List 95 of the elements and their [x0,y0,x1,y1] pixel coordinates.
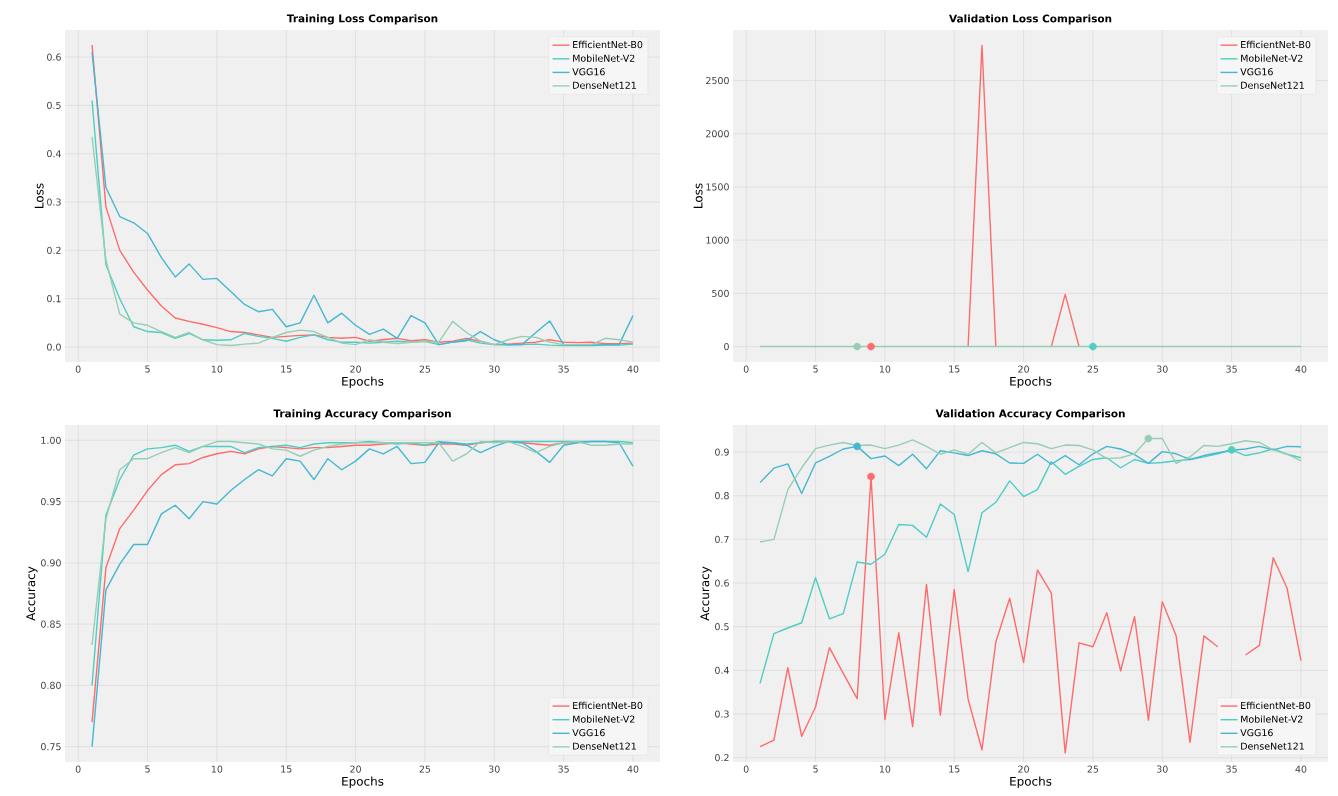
legend-label: VGG16 [1240,729,1273,737]
x-tick-label: 10 [211,365,223,373]
point [867,472,875,481]
y-tick-label: 0.0 [47,343,61,351]
x-axis-title: Epochs [342,776,384,789]
x-tick-label: 25 [1087,765,1099,773]
x-tick-label: 15 [949,365,960,373]
x-tick-label: 5 [145,765,150,773]
x-axis-title: Epochs [1010,776,1052,789]
chart-title: Validation Accuracy Comparison [935,409,1125,420]
y-tick-label: 0.5 [47,101,61,109]
x-tick-label: 25 [419,765,431,773]
x-tick-label: 40 [1295,765,1307,773]
x-axis-title: Epochs [342,376,384,389]
y-tick-label: 0.5 [715,623,729,631]
legend-label: DenseNet121 [573,742,636,750]
y-tick-label: 1000 [706,236,729,244]
x-tick-label: 0 [743,365,749,373]
legend-label: EfficientNet-B0 [1241,701,1311,710]
point [1227,446,1236,454]
y-tick-label: 0.6 [715,579,729,587]
x-tick-label: 10 [879,365,891,373]
legend-label: MobileNet-V2 [1241,54,1303,62]
x-tick-label: 40 [627,365,639,373]
legend-label: MobileNet-V2 [1241,715,1303,723]
x-tick-label: 15 [281,365,292,373]
legend-label: VGG16 [572,68,605,76]
legend-label: VGG16 [572,729,605,737]
y-tick-label: 0.75 [41,743,61,751]
x-tick-label: 0 [75,765,81,773]
y-axis-title: Accuracy [26,566,38,621]
legend-label: MobileNet-V2 [573,54,635,62]
x-tick-label: 35 [1226,365,1237,373]
y-tick-label: 0.95 [41,498,61,506]
y-tick-label: 0.1 [47,295,61,303]
x-tick-label: 20 [350,765,361,773]
x-tick-label: 40 [627,765,639,773]
x-tick-label: 25 [419,365,431,373]
y-tick-label: 1500 [706,183,729,191]
legend-label: VGG16 [1240,68,1273,76]
legend-label: EfficientNet-B0 [1241,40,1311,49]
x-tick-label: 10 [879,765,891,773]
point [1144,434,1153,443]
x-tick-label: 30 [488,365,500,373]
y-tick-label: 0.80 [41,681,61,689]
y-tick-label: 0.6 [47,53,61,61]
y-tick-label: 0.3 [715,710,729,718]
x-tick-label: 30 [1156,365,1168,373]
x-tick-label: 5 [813,765,818,773]
x-tick-label: 35 [558,365,569,373]
y-tick-label: 2000 [706,130,729,138]
x-tick-label: 15 [281,765,292,773]
y-tick-label: 0 [724,342,729,351]
x-tick-label: 25 [1087,365,1099,373]
y-axis-title: Loss [693,183,703,208]
y-tick-label: 0.3 [47,198,61,206]
y-tick-label: 0.4 [47,150,61,158]
legend-label: DenseNet121 [573,81,636,89]
y-tick-label: 0.2 [47,246,61,254]
legend-label: MobileNet-V2 [573,715,635,723]
x-tick-label: 35 [1226,765,1237,773]
legend-label: EfficientNet-B0 [573,701,643,710]
y-tick-label: 0.9 [715,448,729,456]
y-tick-label: 0.8 [715,492,729,500]
y-tick-label: 0.90 [41,559,61,567]
chart-title: Validation Loss Comparison [949,14,1112,25]
x-tick-label: 15 [949,765,960,773]
x-tick-label: 5 [813,365,818,373]
legend-label: EfficientNet-B0 [573,40,643,49]
x-tick-label: 30 [1156,765,1168,773]
y-tick-label: 500 [712,289,729,297]
y-axis-title: Accuracy [700,566,712,621]
legend-label: DenseNet121 [1241,742,1304,750]
point [853,442,861,451]
x-tick-label: 10 [211,765,223,773]
y-axis-title: Loss [34,183,44,208]
x-tick-label: 0 [75,365,81,373]
x-tick-label: 0 [743,765,749,773]
x-tick-label: 20 [1018,365,1029,373]
y-tick-label: 0.85 [41,620,61,628]
x-tick-label: 35 [558,765,569,773]
x-tick-label: 20 [1018,765,1029,773]
y-tick-label: 0.4 [715,666,729,674]
x-tick-label: 20 [350,365,361,373]
legend-label: DenseNet121 [1241,81,1304,89]
y-tick-label: 0.7 [715,535,729,543]
x-tick-label: 30 [488,765,500,773]
x-axis-title: Epochs [1010,376,1052,389]
x-tick-label: 5 [145,365,150,373]
chart-title: Training Loss Comparison [286,14,438,25]
y-tick-label: 1.00 [41,436,61,444]
x-tick-label: 40 [1295,365,1307,373]
y-tick-label: 2500 [706,76,729,85]
y-tick-label: 0.2 [715,754,729,762]
chart-title: Training Accuracy Comparison [273,409,451,420]
